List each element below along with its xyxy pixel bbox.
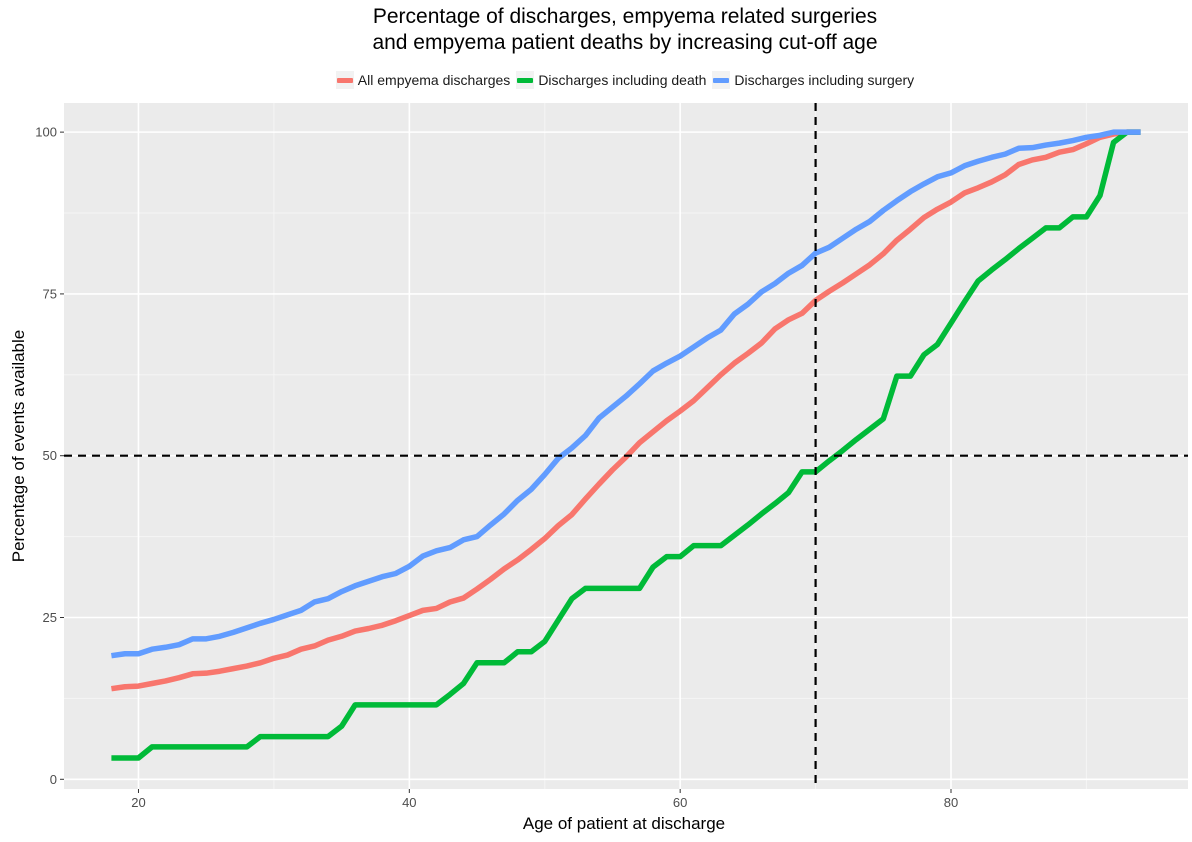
x-tick-label: 60 (673, 795, 687, 810)
legend-swatch-all-discharges (336, 77, 353, 83)
legend: All empyema discharges Discharges includ… (0, 71, 1192, 89)
legend-item-all-discharges: All empyema discharges (335, 71, 511, 89)
x-tick-label: 80 (944, 795, 958, 810)
plot-panel (64, 103, 1188, 789)
y-axis-title: Percentage of events available (9, 330, 28, 563)
series-line-discharges-including-surgery (111, 129, 1141, 659)
x-tick-label: 20 (131, 795, 145, 810)
legend-label-all-discharges: All empyema discharges (357, 72, 511, 88)
reference-lines (64, 103, 1188, 789)
y-tick-label: 75 (43, 286, 57, 301)
y-tick-label: 25 (43, 610, 57, 625)
chart-title-line-2: and empyema patient deaths by increasing… (372, 31, 878, 54)
series-lines (111, 129, 1141, 761)
legend-item-surgery: Discharges including surgery (712, 71, 914, 89)
legend-label-deaths: Discharges including death (538, 72, 707, 88)
legend-label-surgery: Discharges including surgery (734, 72, 915, 88)
legend-swatch-surgery (713, 77, 730, 83)
legend-item-deaths: Discharges including death (516, 71, 706, 89)
series-line-all-empyema-discharges (111, 129, 1141, 692)
x-tick-label: 40 (402, 795, 416, 810)
y-tick-label: 0 (50, 772, 57, 787)
y-tick-label: 100 (35, 125, 57, 140)
chart-title-line-1: Percentage of discharges, empyema relate… (372, 5, 878, 28)
series-line-discharges-including-death (111, 129, 1141, 761)
x-axis-title: Age of patient at discharge (523, 814, 725, 833)
axis-ticks (60, 131, 952, 793)
y-tick-label: 50 (43, 448, 57, 463)
legend-swatch-deaths (517, 77, 534, 83)
axis-tick-labels: 20 40 60 80 0 25 50 75 100 (35, 125, 958, 810)
